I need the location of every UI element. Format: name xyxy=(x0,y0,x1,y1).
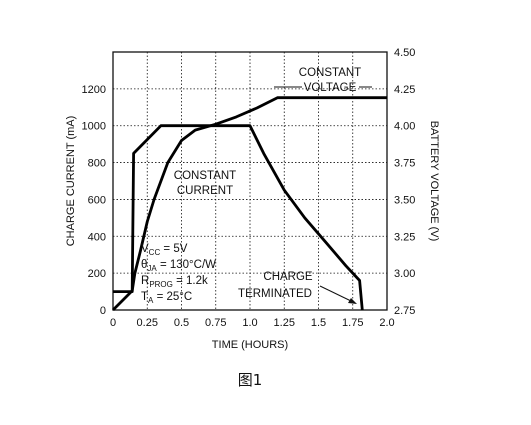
charge-terminated-arrow-line xyxy=(319,285,352,302)
curves xyxy=(112,96,387,311)
y-left-axis-label: CHARGE CURRENT (mA) xyxy=(65,116,77,247)
x-tick-label: 1.5 xyxy=(311,317,326,329)
charge-terminated-label-line1: CHARGE xyxy=(263,271,313,283)
figure-caption: 图1 xyxy=(238,371,263,389)
y-right-tick-label: 4.00 xyxy=(394,121,415,133)
y-left-tick-label: 200 xyxy=(88,268,106,280)
y-right-tick-label: 3.25 xyxy=(394,231,415,243)
y-right-tick-label: 3.00 xyxy=(394,268,415,280)
x-tick-label: 1.25 xyxy=(274,317,295,329)
y-right-tick-label: 4.50 xyxy=(394,47,415,59)
battery-voltage-curve xyxy=(112,96,387,311)
y-right-tick-label: 3.50 xyxy=(394,194,415,206)
grid-lines xyxy=(113,52,387,310)
x-axis-label: TIME (HOURS) xyxy=(212,339,288,351)
y-right-tick-label: 2.75 xyxy=(394,305,415,317)
condition-vcc: VCC = 5V xyxy=(141,243,188,257)
y-left-tick-label: 1000 xyxy=(82,121,106,133)
charge-terminated-arrowhead xyxy=(348,298,357,304)
y-right-tick-label: 4.25 xyxy=(394,84,415,96)
constant-current-label-line1: CONSTANT xyxy=(174,170,236,182)
condition-ta: TA = 25°C xyxy=(141,291,192,305)
x-tick-label: 0.75 xyxy=(205,317,226,329)
y-right-tick-label: 3.75 xyxy=(394,158,415,170)
charge-current-curve xyxy=(113,124,364,311)
constant-voltage-label-line2: VOLTAGE xyxy=(304,82,357,94)
x-tick-label: 0.25 xyxy=(137,317,158,329)
y-right-axis-label: BATTERY VOLTAGE (V) xyxy=(428,121,440,242)
x-tick-label: 2.0 xyxy=(379,317,394,329)
y-left-tick-label: 1200 xyxy=(82,84,106,96)
x-tick-label: 0 xyxy=(110,317,116,329)
test-conditions: VCC = 5V θJA = 130°C/W RPROG = 1.2k TA =… xyxy=(141,243,216,305)
charge-terminated-label-line2: TERMINATED xyxy=(238,288,312,300)
plot-frame xyxy=(112,51,388,311)
condition-rprog: RPROG = 1.2k xyxy=(141,275,208,289)
x-tick-label: 0.5 xyxy=(174,317,189,329)
x-tick-label: 1.0 xyxy=(242,317,257,329)
tick-labels: 0 0.25 0.5 0.75 1.0 1.25 1.5 1.75 2.02.75 3.00 3.2… xyxy=(82,47,416,329)
y-left-tick-label: 600 xyxy=(88,194,106,206)
constant-voltage-label-line1: CONSTANT xyxy=(299,67,361,79)
y-left-tick-label: 0 xyxy=(100,305,106,317)
x-tick-label: 1.75 xyxy=(342,317,363,329)
y-left-tick-label: 800 xyxy=(88,158,106,170)
condition-theta-ja: θJA = 130°C/W xyxy=(141,259,216,273)
constant-current-label-line2: CURRENT xyxy=(177,185,233,197)
y-left-tick-label: 400 xyxy=(88,231,106,243)
